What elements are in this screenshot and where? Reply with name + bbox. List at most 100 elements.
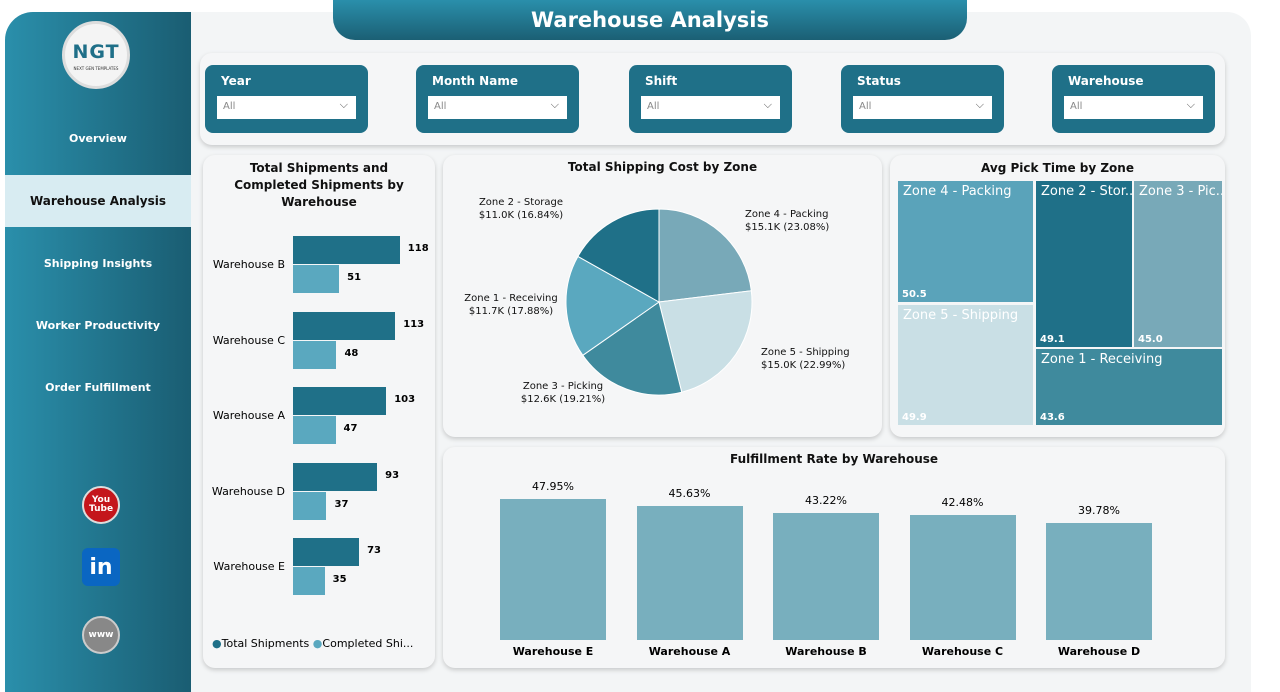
total-bar[interactable] [293,462,378,491]
fulfillment-bar[interactable] [636,505,743,640]
data-label: 47 [343,423,358,434]
chart-title: Fulfillment Rate by Warehouse [729,452,939,466]
web-icon[interactable]: www [82,616,120,654]
slice-label: $15.0K (22.99%) [761,360,845,371]
slice-label: $15.1K (23.08%) [745,222,829,233]
filter-value: All [1070,101,1083,112]
logo: NGT NEXT GEN TEMPLATES [62,21,130,89]
data-label: 47.95% [532,480,574,494]
nav-shipping-insights[interactable]: Shipping Insights [43,257,153,270]
tile-label: Zone 1 - Receiving [1041,352,1163,367]
total-bar[interactable] [293,538,360,566]
filter-dropdown[interactable]: All ⌵ [428,96,567,119]
chevron-down-icon: ⌵ [1186,98,1195,111]
filter-value: All [647,101,660,112]
tile-label: Zone 2 - Stor... [1041,184,1133,199]
category-label: Warehouse E [213,560,285,573]
data-label: 103 [394,394,416,405]
legend-completed: Completed Shi... [322,637,414,650]
slice-label: $11.7K (17.88%) [469,306,553,317]
fulfillment-bar[interactable] [500,499,606,640]
tile-value: 49.1 [1040,334,1065,345]
filter-year[interactable]: Year All ⌵ [205,65,368,133]
chart-title: Avg Pick Time by Zone [981,161,1134,175]
filter-value: All [859,101,872,112]
data-label: 42.48% [941,496,984,510]
category-label: Warehouse D [1057,645,1141,658]
tile-label: Zone 4 - Packing [903,184,1012,199]
category-label: Warehouse A [212,409,285,422]
pie-chart-card: Total Shipping Cost by Zone Zone 4 - Pac… [443,155,882,437]
nav-order-fulfillment[interactable]: Order Fulfillment [45,381,151,394]
tile-label: Zone 5 - Shipping [903,308,1019,323]
chevron-down-icon: ⌵ [975,98,984,111]
completed-bar[interactable] [293,340,337,369]
pie-slice[interactable] [658,208,752,303]
tile-value: 43.6 [1040,412,1065,423]
pie-chart: Zone 4 - Packing $15.1K (23.08%) Zone 5 - … [464,197,850,405]
treemap-tile[interactable]: Zone 2 - Stor... 49.1 [1035,180,1133,348]
fulfillment-bar[interactable] [773,512,879,640]
completed-bar[interactable] [293,491,327,520]
treemap-tile[interactable]: Zone 4 - Packing 50.5 [897,180,1034,303]
fulfillment-bar[interactable] [1046,523,1152,640]
treemap-tile[interactable]: Zone 1 - Receiving 43.6 [1035,348,1223,426]
data-label: 35 [332,574,347,585]
data-label: 39.78% [1078,504,1120,518]
youtube-icon[interactable]: You Tube [82,486,120,524]
filter-dropdown[interactable]: All ⌵ [641,96,780,119]
category-label: Warehouse C [921,645,1004,658]
pie-slice[interactable] [577,208,660,303]
tile-label: Zone 3 - Pic... [1139,184,1223,199]
chevron-down-icon: ⌵ [763,98,772,111]
total-bar[interactable] [293,387,387,415]
fulfillment-bar[interactable] [909,515,1016,640]
total-bar[interactable] [293,311,396,340]
chevron-down-icon: ⌵ [550,98,559,111]
filter-label: Year [221,74,251,88]
legend: ●Total Shipments ●Completed Shi... [212,637,413,650]
sidebar: NGT NEXT GEN TEMPLATES Overview Warehouse… [5,12,191,692]
slice-label: $12.6K (19.21%) [521,394,605,405]
fulfillment-chart-card: Fulfillment Rate by Warehouse 47.95% Ware… [443,447,1225,668]
data-label: 37 [334,498,349,510]
filter-dropdown[interactable]: All ⌵ [1064,96,1203,119]
category-label: Warehouse B [785,645,867,658]
completed-bar[interactable] [293,265,340,293]
data-label: 45.63% [668,486,711,500]
tile-value: 50.5 [902,289,927,300]
data-label: 73 [367,545,381,556]
filter-status[interactable]: Status All ⌵ [841,65,1004,133]
chart-title: Total Shipments and Completed Shipments … [234,161,404,209]
pie-slice[interactable] [658,290,753,393]
linkedin-icon[interactable]: in [82,548,120,586]
page-title: Warehouse Analysis [333,0,967,40]
filter-dropdown[interactable]: All ⌵ [853,96,992,119]
category-label: Warehouse A [648,645,731,658]
chevron-down-icon: ⌵ [339,98,348,111]
data-label: 48 [344,347,359,359]
legend-dot-total: ● [212,637,222,650]
treemap-tile[interactable]: Zone 3 - Pic... 45.0 [1133,180,1223,348]
slice-label: Zone 5 - Shipping [761,347,850,358]
data-label: 51 [347,272,362,283]
completed-bar[interactable] [293,416,336,444]
filter-dropdown[interactable]: All ⌵ [217,96,356,119]
tile-value: 45.0 [1138,334,1163,345]
treemap-tile[interactable]: Zone 5 - Shipping 49.9 [897,304,1034,426]
treemap-card: Avg Pick Time by Zone Zone 4 - Packing 50… [890,155,1225,437]
category-label: Warehouse D [211,484,285,498]
completed-bar[interactable] [293,567,325,595]
nav-overview[interactable]: Overview [69,132,127,145]
pie-slice[interactable] [582,301,683,396]
nav-warehouse-analysis[interactable]: Warehouse Analysis [5,175,191,227]
pie-slice[interactable] [565,255,660,357]
filter-month-name[interactable]: Month Name All ⌵ [416,65,579,133]
category-label: Warehouse E [512,645,594,658]
nav-worker-productivity[interactable]: Worker Productivity [35,319,161,332]
filter-warehouse[interactable]: Warehouse All ⌵ [1052,65,1215,133]
filter-shift[interactable]: Shift All ⌵ [629,65,792,133]
total-bar[interactable] [293,236,400,264]
slice-label: Zone 1 - Receiving [464,293,557,304]
chart-title: Total Shipping Cost by Zone [567,160,758,174]
